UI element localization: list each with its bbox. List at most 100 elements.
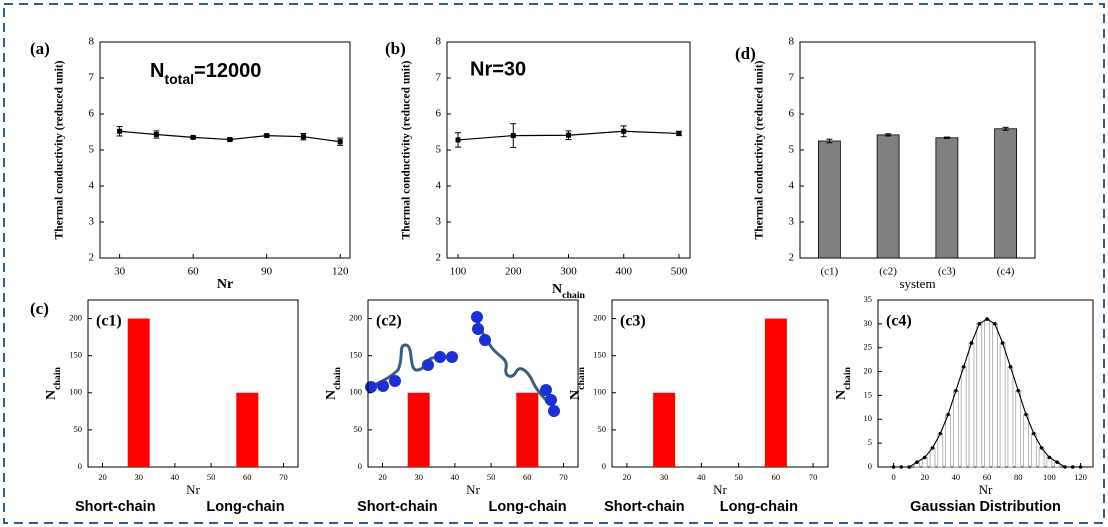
x-axis-label: Nr	[713, 482, 727, 497]
x-tick-label: 400	[615, 266, 632, 278]
data-point	[190, 134, 196, 140]
y-tick-label: 15	[864, 389, 873, 399]
curve-point	[993, 322, 997, 326]
curve-point	[907, 465, 911, 469]
y-tick-label: 5	[436, 144, 442, 156]
x-tick-label: 40	[952, 472, 961, 482]
histogram-bar	[968, 342, 975, 468]
curve-point	[1055, 460, 1059, 465]
y-tick-label: 5	[868, 437, 872, 447]
x-tick-label: 500	[671, 266, 688, 278]
x-tick-label: 60	[188, 266, 200, 278]
x-axis-label: Nr	[186, 482, 200, 497]
y-axis-label-main: N	[568, 390, 583, 400]
x-axis-label-sub: chain	[562, 290, 585, 301]
y-tick-label: 4	[789, 180, 795, 192]
y-axis-label-main: N	[324, 390, 339, 400]
curve-point	[899, 465, 904, 469]
annotation: Ntotal=12000	[150, 60, 261, 86]
x-axis-label: Nr	[217, 277, 233, 292]
curve-point	[1070, 465, 1075, 469]
bar	[236, 392, 259, 467]
x-axis-label: system	[899, 276, 935, 291]
bar	[127, 318, 150, 467]
x-tick-label: 200	[505, 266, 522, 278]
y-tick-label: 100	[69, 387, 82, 397]
x-tick-label: 100	[450, 266, 467, 278]
annotation-main: N	[150, 60, 164, 82]
histogram-bar	[984, 318, 990, 468]
histogram-bar	[976, 323, 983, 468]
panel-label: (c3)	[620, 313, 646, 330]
x-tick-label: 70	[559, 472, 568, 482]
data-point	[227, 137, 233, 143]
curve-point	[969, 341, 974, 345]
x-tick-label: 30	[114, 266, 126, 278]
annotation: Nr=30	[470, 58, 526, 80]
histogram-bar	[960, 366, 967, 468]
data-point	[300, 134, 306, 140]
curve-point	[1024, 412, 1028, 417]
x-axis-label: Nchain	[552, 282, 586, 301]
group-label: (c)	[30, 299, 49, 318]
histogram-bar	[1023, 414, 1029, 468]
curve-point	[891, 465, 896, 469]
x-tick-label: 20	[98, 472, 107, 482]
y-tick-label: 8	[436, 36, 442, 48]
y-tick-label: 200	[69, 313, 82, 323]
y-tick-label: 7	[436, 72, 442, 84]
y-tick-label: 100	[349, 387, 362, 397]
y-tick-label: 2	[436, 252, 442, 264]
x-tick-label: 30	[414, 472, 423, 482]
panel-label: (d)	[735, 44, 756, 63]
curve-point	[1039, 446, 1044, 450]
y-tick-label: 25	[864, 342, 873, 352]
y-tick-label: 200	[593, 313, 606, 323]
x-tick-label: 0	[891, 472, 895, 482]
x-axis-label: Nr	[466, 482, 480, 497]
y-tick-label: 5	[89, 144, 95, 156]
curve-point	[1000, 341, 1005, 345]
x-tick-label: 60	[243, 472, 252, 482]
curve-point	[1008, 365, 1013, 369]
bar	[817, 140, 841, 259]
chain-note: Short-chain	[75, 499, 156, 515]
y-tick-label: 3	[789, 216, 795, 228]
x-tick-label: 300	[560, 266, 577, 278]
y-axis-label: Thermal conductivity (reduced unit)	[754, 60, 766, 239]
y-tick-label: 0	[602, 461, 606, 471]
y-axis-label: Thermal conductivity (reduced unit)	[401, 60, 413, 239]
bar	[653, 392, 676, 467]
panel-label: (c2)	[376, 313, 402, 330]
y-tick-label: 8	[89, 36, 95, 48]
y-tick-label: 4	[89, 180, 95, 192]
x-tick-label: 60	[523, 472, 532, 482]
histogram-bar	[1030, 433, 1037, 468]
annotation-sub: total	[164, 71, 194, 87]
y-tick-label: 50	[74, 424, 83, 434]
data-point	[337, 139, 343, 145]
curve-point	[946, 412, 950, 417]
x-tick-label: 80	[1014, 472, 1023, 482]
x-tick-label: 60	[983, 472, 992, 482]
x-tick-label: 70	[809, 472, 818, 482]
y-axis-label: Nchain	[324, 366, 343, 400]
annotation-after: =12000	[194, 60, 261, 82]
histogram-bar	[991, 323, 998, 468]
y-axis-label: Thermal conductivity (reduced unit)	[54, 60, 66, 239]
curve-point	[930, 446, 935, 450]
y-tick-label: 8	[789, 36, 795, 48]
bar	[876, 134, 900, 259]
x-axis-label-main: N	[552, 282, 562, 297]
y-tick-label: 150	[593, 350, 606, 360]
dashed-border	[3, 3, 1105, 524]
histogram-bar	[953, 390, 959, 468]
plot-frame	[611, 299, 829, 468]
x-tick-label: (c4)	[997, 266, 1015, 278]
histogram-bar	[1015, 390, 1022, 468]
y-tick-label: 2	[789, 252, 795, 264]
plot-frame	[367, 299, 579, 468]
x-axis-label: Nr	[979, 482, 993, 497]
data-point	[510, 133, 516, 139]
